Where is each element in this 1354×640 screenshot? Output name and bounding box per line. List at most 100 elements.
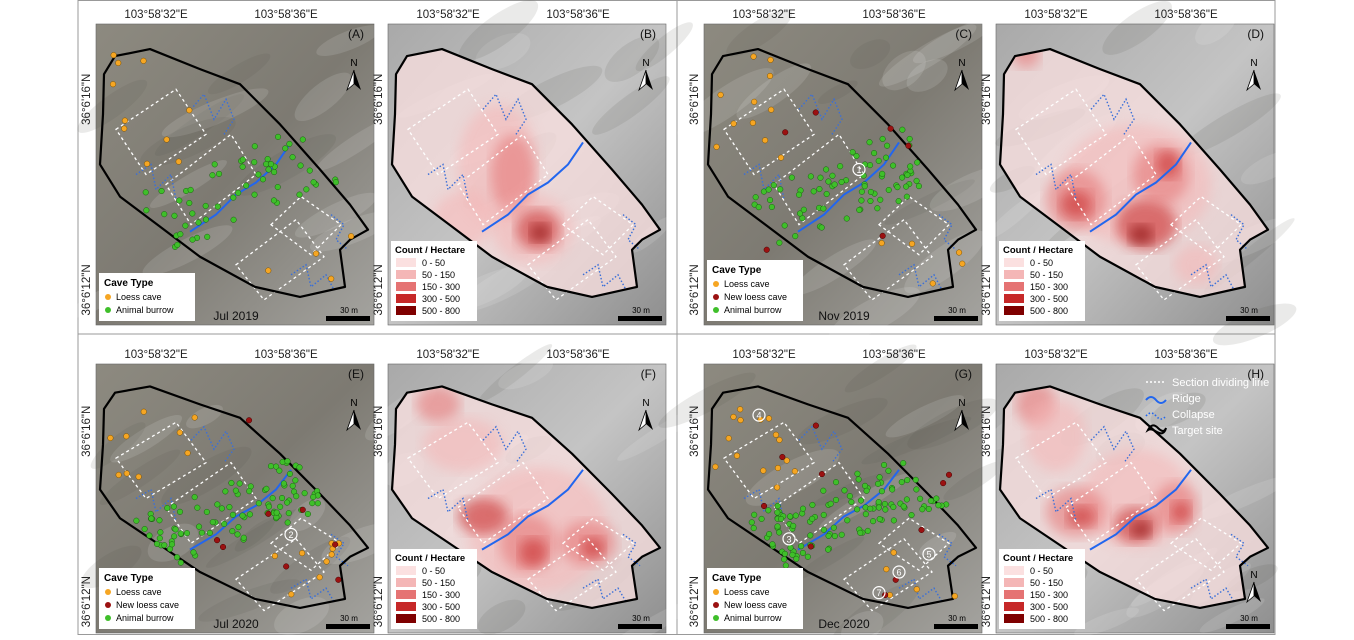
north-label: N (642, 398, 649, 409)
new-loess-cave (782, 130, 788, 136)
animal-burrow (275, 184, 281, 190)
key-label: Target site (1172, 425, 1223, 437)
animal-burrow (195, 505, 201, 511)
loess-cave (891, 550, 897, 556)
animal-burrow (854, 507, 860, 513)
animal-burrow (221, 521, 227, 527)
animal-burrow (161, 211, 167, 217)
loess-cave (177, 430, 183, 436)
animal-burrow (158, 529, 164, 535)
animal-burrow (157, 517, 163, 523)
legend-item: 50 - 150 (1030, 578, 1063, 588)
animal-burrow (879, 488, 885, 494)
new-loess-cave (780, 454, 786, 460)
animal-burrow (909, 512, 915, 518)
date-label: Dec 2020 (818, 617, 870, 631)
loess-cave (288, 591, 294, 597)
loess-cave (265, 268, 271, 274)
animal-burrow (825, 547, 831, 553)
scale-label: 30 m (1240, 306, 1258, 315)
loess-cave (185, 450, 191, 456)
legend-swatch (1004, 566, 1024, 575)
animal-burrow (766, 508, 772, 514)
animal-burrow (270, 495, 276, 501)
new-loess-cave (246, 417, 252, 423)
animal-burrow (824, 191, 830, 197)
legend-swatch (396, 294, 416, 303)
animal-burrow (309, 500, 315, 506)
animal-burrow (864, 488, 870, 494)
animal-burrow (204, 509, 210, 515)
legend-swatch (396, 258, 416, 267)
loess-cave (751, 99, 757, 105)
animal-burrow (173, 527, 179, 533)
legend-item: New loess cave (724, 600, 787, 610)
animal-burrow (305, 511, 311, 517)
animal-burrow (175, 242, 181, 248)
x-coordinate: 103°58'32"E (124, 349, 188, 361)
animal-burrow (154, 541, 160, 547)
animal-burrow (876, 499, 882, 505)
legend-swatch (1004, 258, 1024, 267)
animal-burrow (936, 502, 942, 508)
animal-burrow (913, 477, 919, 483)
animal-burrow (243, 183, 249, 189)
animal-burrow (891, 518, 897, 524)
panel-label: (F) (641, 367, 656, 381)
new-loess-cave (266, 511, 272, 517)
density-blob (416, 386, 460, 422)
x-coordinate: 103°58'36"E (1154, 349, 1218, 361)
animal-burrow (818, 175, 824, 181)
legend-item: 150 - 300 (1030, 282, 1068, 292)
animal-burrow (919, 506, 925, 512)
animal-burrow (904, 194, 910, 200)
map-panel: Cave TypeLoess caveAnimal burrowJul 2019… (65, 9, 403, 325)
marker-label: 4 (756, 411, 761, 421)
animal-burrow (191, 550, 197, 556)
animal-burrow (789, 175, 795, 181)
animal-burrow (149, 516, 155, 522)
animal-burrow (247, 512, 253, 518)
legend-dot (105, 615, 111, 621)
animal-burrow (880, 136, 886, 142)
x-coordinate: 103°58'32"E (732, 349, 796, 361)
new-loess-cave (940, 480, 946, 486)
loess-cave (952, 593, 958, 599)
animal-burrow (282, 146, 288, 152)
legend-item: 500 - 800 (422, 614, 460, 624)
animal-burrow (142, 526, 148, 532)
y-coordinate: 36°6'12"N (373, 264, 385, 315)
legend-swatch (1004, 614, 1024, 623)
x-coordinate: 103°58'36"E (254, 349, 318, 361)
animal-burrow (285, 520, 291, 526)
new-loess-cave (946, 472, 952, 478)
animal-burrow (801, 207, 807, 213)
animal-burrow (144, 207, 150, 213)
animal-burrow (287, 471, 293, 477)
new-loess-cave (761, 503, 767, 509)
loess-cave (909, 241, 915, 247)
y-coordinate: 36°6'16"N (689, 74, 701, 125)
new-loess-cave (764, 247, 770, 253)
loess-cave (121, 126, 127, 132)
animal-burrow (756, 204, 762, 210)
animal-burrow (251, 159, 257, 165)
legend-swatch (396, 614, 416, 623)
animal-burrow (767, 197, 773, 203)
animal-burrow (877, 474, 883, 480)
legend-item: New loess cave (724, 292, 787, 302)
animal-burrow (775, 510, 781, 516)
legend-item: New loess cave (116, 600, 179, 610)
animal-burrow (839, 532, 845, 538)
loess-cave (299, 550, 305, 556)
animal-burrow (264, 486, 270, 492)
animal-burrow (172, 213, 178, 219)
animal-burrow (796, 192, 802, 198)
animal-burrow (266, 504, 272, 510)
legend-item: 500 - 800 (422, 306, 460, 316)
animal-burrow (753, 194, 759, 200)
scale-bar (1226, 316, 1270, 321)
y-coordinate: 36°6'16"N (981, 74, 993, 125)
animal-burrow (819, 225, 825, 231)
loess-cave (186, 107, 192, 113)
